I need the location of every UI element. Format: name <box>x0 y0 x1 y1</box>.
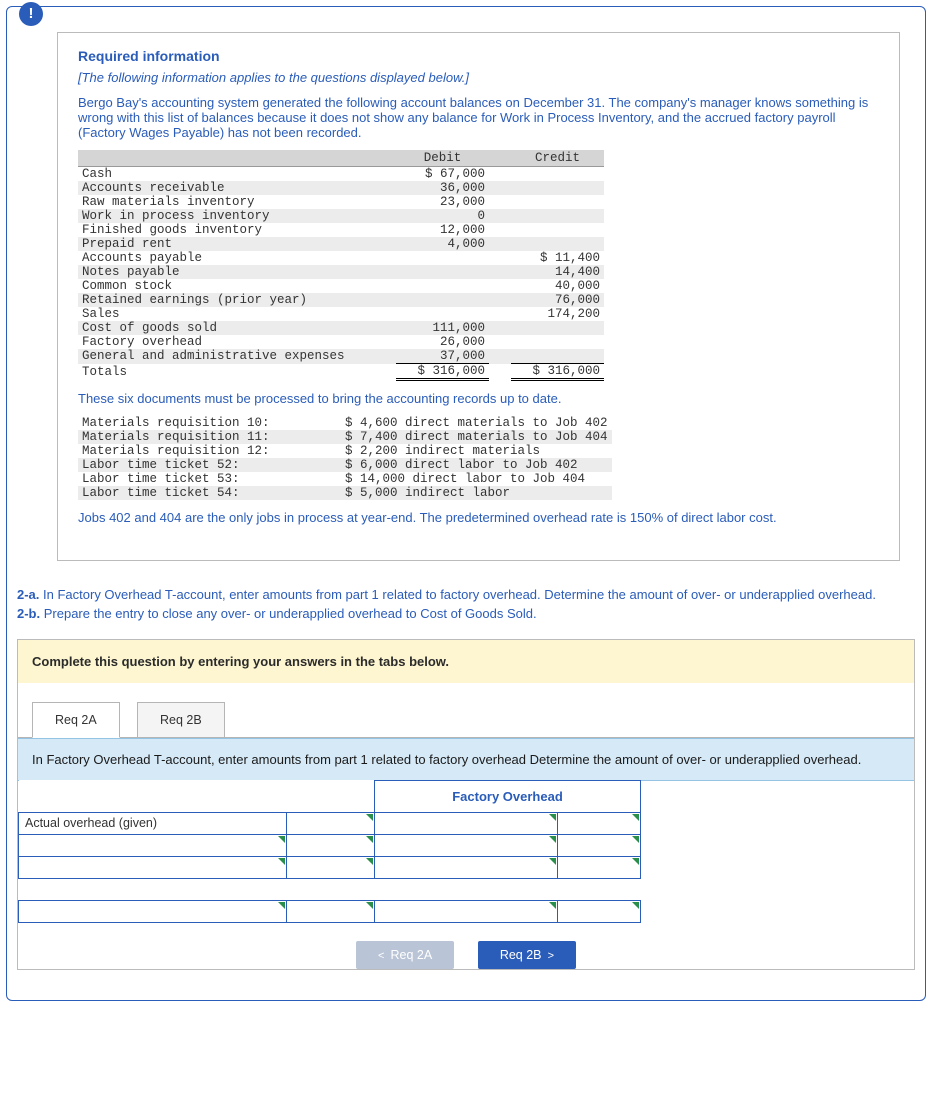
table-row: Materials requisition 11:$ 7,400 direct … <box>78 430 612 444</box>
credit-desc-2[interactable] <box>375 834 558 856</box>
intro-paragraph: Bergo Bay's accounting system generated … <box>78 95 879 140</box>
table-row: Cost of goods sold111,000 <box>78 321 604 335</box>
table-row: Raw materials inventory23,000 <box>78 195 604 209</box>
table-row: Sales174,200 <box>78 307 604 321</box>
result-desc[interactable] <box>19 900 287 922</box>
documents-table: Materials requisition 10:$ 4,600 direct … <box>78 416 612 500</box>
table-row: Labor time ticket 53:$ 14,000 direct lab… <box>78 472 612 486</box>
table-row: Notes payable14,400 <box>78 265 604 279</box>
table-row: Materials requisition 10:$ 4,600 direct … <box>78 416 612 430</box>
docs-intro: These six documents must be processed to… <box>78 391 879 406</box>
table-row: Prepaid rent4,000 <box>78 237 604 251</box>
table-row: Accounts receivable36,000 <box>78 181 604 195</box>
col-credit: Credit <box>511 150 604 167</box>
table-row: Labor time ticket 52:$ 6,000 direct labo… <box>78 458 612 472</box>
credit-amt-1[interactable] <box>558 812 641 834</box>
result-debit[interactable] <box>287 900 375 922</box>
next-button[interactable]: Req 2B > <box>478 941 576 969</box>
t-account-wrap: Factory Overhead Actual overhead (given) <box>18 780 914 923</box>
table-row: Accounts payable$ 11,400 <box>78 251 604 265</box>
table-row: Cash$ 67,000 <box>78 167 604 182</box>
instructions-bar: Complete this question by entering your … <box>18 640 914 683</box>
part-2b-text: Prepare the entry to close any over- or … <box>40 606 536 621</box>
trial-balance-table: Debit Credit Cash$ 67,000Accounts receiv… <box>78 150 604 381</box>
credit-desc-3[interactable] <box>375 856 558 878</box>
credit-amt-3[interactable] <box>558 856 641 878</box>
part-2b-label: 2-b. <box>17 606 40 621</box>
table-row: Retained earnings (prior year)76,000 <box>78 293 604 307</box>
table-row: Common stock40,000 <box>78 279 604 293</box>
result-credit-desc[interactable] <box>375 900 558 922</box>
debit-amt-3[interactable] <box>287 856 375 878</box>
debit-desc-3[interactable] <box>19 856 287 878</box>
debit-input-1[interactable] <box>287 812 375 834</box>
table-row: Labor time ticket 54:$ 5,000 indirect la… <box>78 486 612 500</box>
tab-req-2a[interactable]: Req 2A <box>32 702 120 738</box>
table-row: Materials requisition 12:$ 2,200 indirec… <box>78 444 612 458</box>
question-card: ! Required information [The following in… <box>6 6 926 1001</box>
table-row: Factory overhead26,000 <box>78 335 604 349</box>
col-debit: Debit <box>396 150 489 167</box>
tab-panel-2a: In Factory Overhead T-account, enter amo… <box>18 737 914 969</box>
totals-label: Totals <box>78 364 396 380</box>
tabs: Req 2A Req 2B <box>18 683 914 738</box>
table-row: General and administrative expenses37,00… <box>78 349 604 364</box>
answers-box: Complete this question by entering your … <box>17 639 915 970</box>
debit-amt-2[interactable] <box>287 834 375 856</box>
table-row: Finished goods inventory12,000 <box>78 223 604 237</box>
credit-desc-1[interactable] <box>375 812 558 834</box>
t-account-table: Factory Overhead Actual overhead (given) <box>18 780 641 923</box>
t-account-header: Factory Overhead <box>375 780 641 812</box>
row-desc: Actual overhead (given) <box>19 812 287 834</box>
required-info-title: Required information <box>78 48 879 64</box>
nav-buttons: < Req 2A Req 2B > <box>18 941 914 969</box>
prev-button[interactable]: < Req 2A <box>356 941 454 969</box>
part-2a-label: 2-a. <box>17 587 39 602</box>
tab-instructions: In Factory Overhead T-account, enter amo… <box>18 738 914 781</box>
part-2a-text: In Factory Overhead T-account, enter amo… <box>39 587 876 602</box>
applies-note: [The following information applies to th… <box>78 70 879 85</box>
totals-credit: $ 316,000 <box>511 364 604 380</box>
alert-icon: ! <box>19 2 43 26</box>
question-text: 2-a. In Factory Overhead T-account, ente… <box>17 586 915 624</box>
post-docs-paragraph: Jobs 402 and 404 are the only jobs in pr… <box>78 510 879 525</box>
table-row: Work in process inventory0 <box>78 209 604 223</box>
result-credit-amt[interactable] <box>558 900 641 922</box>
tab-req-2b[interactable]: Req 2B <box>137 702 225 738</box>
info-box: Required information [The following info… <box>57 32 900 561</box>
credit-amt-2[interactable] <box>558 834 641 856</box>
totals-debit: $ 316,000 <box>396 364 489 380</box>
debit-desc-2[interactable] <box>19 834 287 856</box>
